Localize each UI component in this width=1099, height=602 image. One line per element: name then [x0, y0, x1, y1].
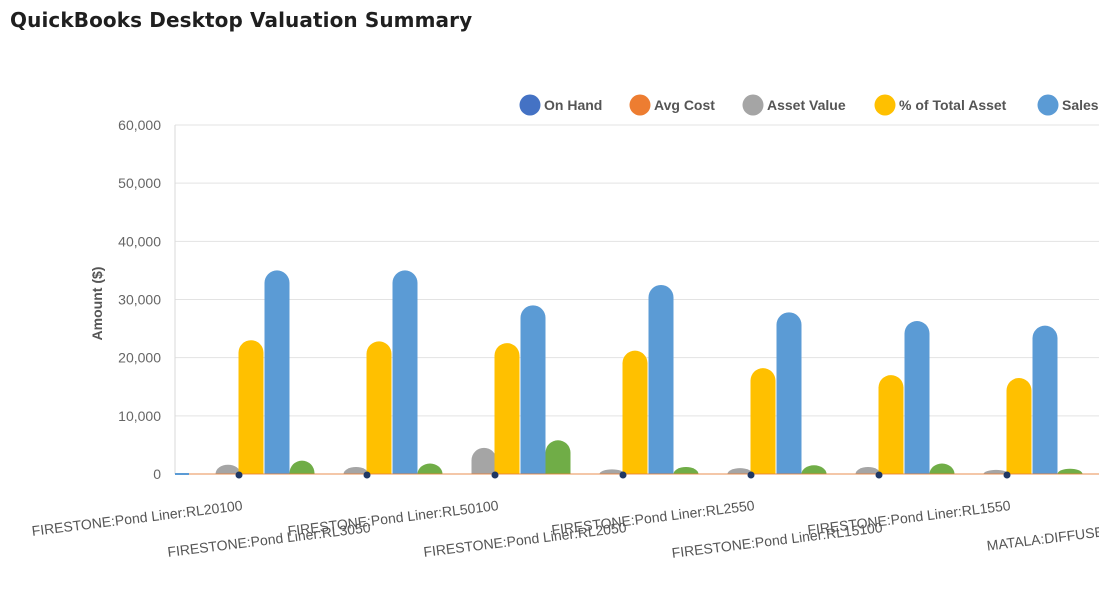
bar-sales-1[interactable]	[264, 270, 290, 474]
legend-swatch	[629, 94, 651, 116]
baseline-markers	[175, 471, 1099, 479]
bar-of-total-asset-3[interactable]	[494, 343, 520, 474]
bar-series-6-6[interactable]	[929, 463, 955, 474]
x-tick-label: MATALA:DIFFUSERS:M	[986, 519, 1099, 553]
y-tick-label: 10,000	[118, 408, 161, 424]
bar-series-6-3[interactable]	[545, 440, 571, 474]
bar-sales-5[interactable]	[776, 312, 802, 474]
legend-swatch	[742, 94, 764, 116]
bar-series-6-7[interactable]	[1057, 468, 1083, 474]
bars	[175, 270, 1099, 479]
on-hand-marker[interactable]	[1003, 471, 1011, 479]
bar-asset-value-6[interactable]	[855, 467, 881, 474]
x-tick-label: FIRESTONE:Pond Liner:RL20100	[31, 497, 244, 539]
legend-swatch	[1037, 94, 1059, 116]
series-sales	[264, 270, 1058, 474]
bar-asset-value-2[interactable]	[343, 467, 369, 474]
bar-asset-value-7[interactable]	[983, 469, 1009, 474]
bar-of-total-asset-1[interactable]	[238, 340, 264, 474]
y-tick-label: 20,000	[118, 350, 161, 366]
sales-baseline-stub	[175, 473, 189, 475]
bar-series-6-5[interactable]	[801, 465, 827, 474]
legend-label: % of Total Asset	[899, 97, 1007, 113]
bar-sales-2[interactable]	[392, 270, 418, 474]
bar-asset-value-1[interactable]	[215, 464, 241, 474]
chart-legend: On Hand Avg Cost Asset Value % of Total Ass…	[519, 94, 1099, 116]
legend-item-sales[interactable]: Sales	[1037, 94, 1099, 116]
series-series-6	[289, 440, 1083, 474]
bar-of-total-asset-2[interactable]	[366, 341, 392, 474]
legend-swatch	[874, 94, 896, 116]
bar-sales-3[interactable]	[520, 305, 546, 474]
y-tick-label: 50,000	[118, 175, 161, 191]
series-of-total-asset	[238, 340, 1032, 474]
y-axis: 0 10,000 20,000 30,000 40,000 50,000 60,000 Amo…	[89, 117, 176, 482]
page-title: QuickBooks Desktop Valuation Summary	[10, 8, 473, 32]
bar-asset-value-5[interactable]	[727, 468, 753, 474]
bar-sales-4[interactable]	[648, 284, 674, 474]
bar-sales-6[interactable]	[904, 321, 930, 474]
bar-asset-value-3[interactable]	[471, 447, 497, 474]
on-hand-marker[interactable]	[875, 471, 883, 479]
x-axis: FIRESTONE:Pond Liner:RL20100 FIRESTONE:Po…	[31, 497, 1099, 561]
legend-label: Asset Value	[767, 97, 846, 113]
on-hand-marker[interactable]	[363, 471, 371, 479]
bar-of-total-asset-4[interactable]	[622, 350, 648, 474]
y-axis-title: Amount ($)	[89, 267, 105, 341]
on-hand-marker[interactable]	[747, 471, 755, 479]
bar-series-6-4[interactable]	[673, 467, 699, 474]
on-hand-marker[interactable]	[235, 471, 243, 479]
bar-of-total-asset-6[interactable]	[878, 375, 904, 474]
bar-of-total-asset-5[interactable]	[750, 368, 776, 474]
legend-swatch	[519, 94, 541, 116]
legend-item-of-total-asset[interactable]: % of Total Asset	[874, 94, 1007, 116]
bar-asset-value-4[interactable]	[599, 469, 625, 474]
x-tick-label: FIRESTONE:Pond Liner:RL50100	[287, 497, 500, 539]
legend-label: Sales	[1062, 97, 1099, 113]
bar-series-6-1[interactable]	[289, 460, 315, 474]
legend-item-asset-value[interactable]: Asset Value	[742, 94, 846, 116]
y-tick-label: 60,000	[118, 117, 161, 133]
bar-sales-7[interactable]	[1032, 325, 1058, 474]
legend-label: Avg Cost	[654, 97, 715, 113]
y-tick-label: 30,000	[118, 292, 161, 308]
on-hand-marker[interactable]	[619, 471, 627, 479]
legend-item-avg-cost[interactable]: Avg Cost	[629, 94, 716, 116]
x-tick-label: FIRESTONE:Pond Liner:RL2550	[551, 497, 756, 538]
legend-item-on-hand[interactable]: On Hand	[519, 94, 603, 116]
bar-series-6-2[interactable]	[417, 463, 443, 474]
legend-label: On Hand	[544, 97, 602, 113]
y-tick-label: 0	[153, 466, 161, 482]
y-tick-label: 40,000	[118, 233, 161, 249]
on-hand-marker[interactable]	[491, 471, 499, 479]
x-tick-label: FIRESTONE:Pond Liner:RL1550	[807, 497, 1012, 538]
bar-of-total-asset-7[interactable]	[1006, 378, 1032, 474]
series-asset-value	[215, 447, 1009, 474]
